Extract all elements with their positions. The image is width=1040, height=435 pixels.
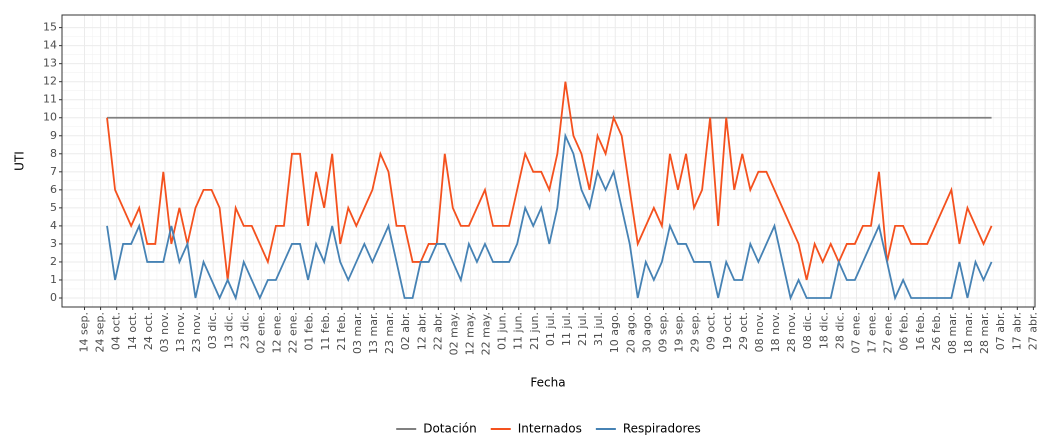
x-tick-label: 13 dic. [222, 312, 235, 349]
x-tick-label: 12 abr. [415, 312, 428, 350]
y-tick-label: 15 [43, 21, 57, 34]
x-tick-label: 11 jun. [512, 312, 525, 350]
x-tick-label: 18 nov. [769, 312, 782, 352]
x-tick-label: 01 feb. [303, 312, 316, 351]
y-tick-label: 14 [43, 39, 57, 52]
x-tick-label: 09 oct. [705, 312, 718, 350]
x-tick-label: 02 may. [447, 312, 460, 355]
x-tick-label: 08 dic. [801, 312, 814, 349]
y-tick-label: 5 [50, 201, 57, 214]
x-tick-label: 21 jun. [528, 312, 541, 350]
legend-label: Internados [518, 422, 582, 435]
x-tick-label: 18 mar. [962, 312, 975, 354]
x-tick-label: 17 ene. [866, 312, 879, 354]
x-tick-label: 02 ene. [254, 312, 267, 354]
x-tick-label: 23 nov. [190, 312, 203, 352]
y-tick-label: 4 [50, 219, 57, 232]
x-tick-label: 22 abr. [431, 312, 444, 350]
x-tick-label: 08 nov. [753, 312, 766, 352]
y-tick-label: 6 [50, 183, 57, 196]
x-tick-label: 07 abr. [994, 312, 1007, 350]
y-tick-label: 12 [43, 75, 57, 88]
x-tick-label: 18 dic. [817, 312, 830, 349]
x-tick-label: 14 sep. [78, 312, 91, 352]
x-tick-label: 29 oct. [737, 312, 750, 350]
x-tick-label: 31 jul. [592, 312, 605, 346]
x-tick-label: 19 sep. [673, 312, 686, 352]
line-series [106, 132, 993, 301]
x-tick-label: 11 jul. [560, 312, 573, 346]
x-tick-label: 09 sep. [656, 312, 669, 352]
x-tick-label: 21 jul. [576, 312, 589, 346]
x-tick-label: 08 mar. [946, 312, 959, 354]
x-tick-label: 13 nov. [174, 312, 187, 352]
legend-label: Dotación [423, 422, 477, 435]
x-tick-label: 11 feb. [319, 312, 332, 351]
y-tick-label: 9 [50, 129, 57, 142]
x-tick-label: 07 ene. [849, 312, 862, 354]
x-tick-label: 30 ago. [640, 312, 653, 353]
x-tick-label: 03 nov. [158, 312, 171, 352]
y-tick-label: 1 [50, 273, 57, 286]
x-tick-label: 28 dic. [833, 312, 846, 349]
x-tick-label: 19 oct. [721, 312, 734, 350]
x-tick-label: 02 abr. [399, 312, 412, 350]
y-tick-label: 3 [50, 237, 57, 250]
x-tick-label: 23 mar. [383, 312, 396, 354]
x-tick-label: 22 may. [480, 312, 493, 355]
x-tick-label: 03 dic. [206, 312, 219, 349]
x-tick-label: 17 abr. [1010, 312, 1023, 350]
x-tick-label: 23 dic. [238, 312, 251, 349]
x-tick-label: 12 may. [463, 312, 476, 355]
x-tick-label: 14 oct. [126, 312, 139, 350]
y-tick-label: 8 [50, 147, 57, 160]
line-series [106, 81, 993, 281]
x-tick-label: 24 sep. [94, 312, 107, 352]
y-tick-label: 13 [43, 57, 57, 70]
x-tick-label: 27 ene. [882, 312, 895, 354]
x-tick-label: 04 oct. [110, 312, 123, 350]
x-tick-label: 03 mar. [351, 312, 364, 354]
y-tick-label: 10 [43, 111, 57, 124]
legend: Dotación Internados Respiradores [396, 422, 701, 435]
y-tick-label: 7 [50, 165, 57, 178]
x-tick-label: 01 jun. [496, 312, 509, 350]
y-tick-label: 0 [50, 291, 57, 304]
legend-label: Respiradores [623, 422, 701, 435]
x-tick-label: 24 oct. [142, 312, 155, 350]
x-axis-title: Fecha [530, 376, 565, 390]
x-tick-label: 26 feb. [930, 312, 943, 351]
x-tick-label: 16 feb. [914, 312, 927, 351]
x-tick-label: 28 nov. [785, 312, 798, 352]
x-tick-label: 13 mar. [367, 312, 380, 354]
y-tick-label: 11 [43, 93, 57, 106]
x-tick-label: 10 ago. [608, 312, 621, 353]
x-tick-label: 20 ago. [624, 312, 637, 353]
x-tick-label: 27 abr. [1026, 312, 1039, 350]
plot-border [61, 14, 1036, 308]
x-tick-label: 12 ene. [271, 312, 284, 354]
x-tick-label: 01 jul. [544, 312, 557, 346]
x-tick-label: 21 feb. [335, 312, 348, 351]
x-tick-label: 29 sep. [689, 312, 702, 352]
x-tick-label: 22 ene. [287, 312, 300, 354]
y-tick-label: 2 [50, 255, 57, 268]
x-tick-label: 28 mar. [978, 312, 991, 354]
x-tick-label: 06 feb. [898, 312, 911, 351]
y-axis-title: UTI [13, 151, 27, 171]
